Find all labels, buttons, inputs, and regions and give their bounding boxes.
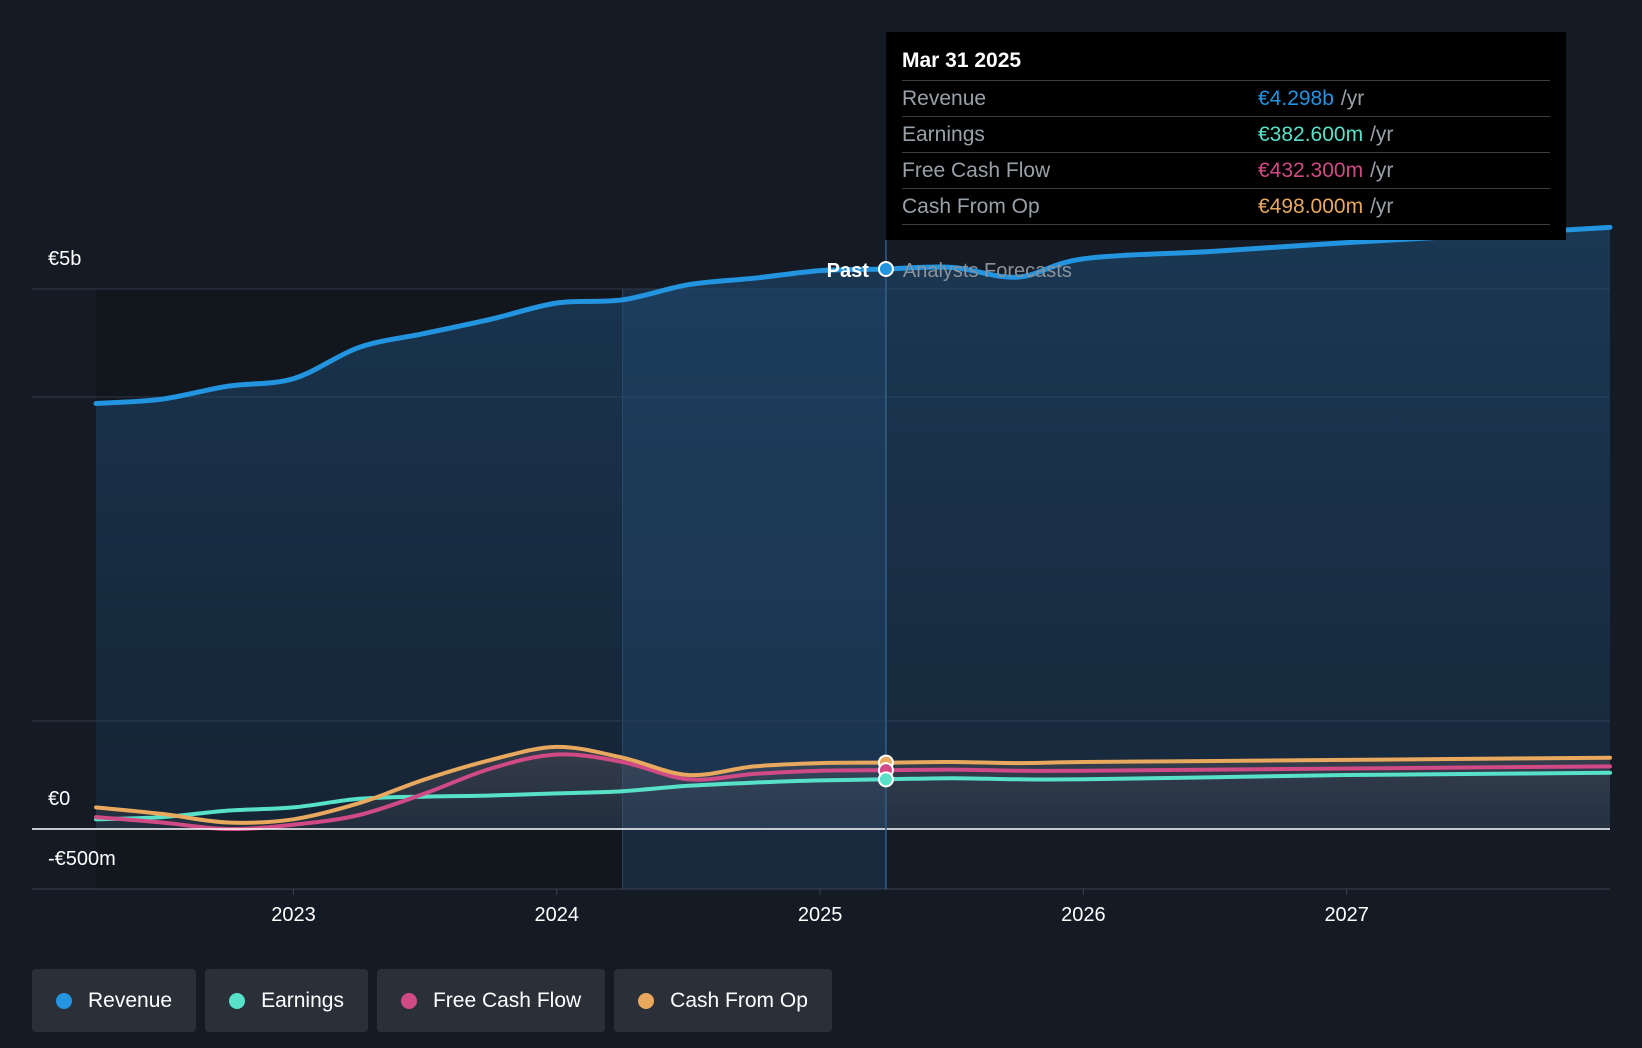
x-tick-label: 2025 (798, 904, 843, 926)
legend-label: Revenue (88, 988, 173, 1012)
legend-label: Free Cash Flow (432, 988, 582, 1012)
tooltip-row-free-cash-flow: Free Cash Flow €432.300m /yr (902, 152, 1550, 188)
revenue-line (93, 224, 1613, 406)
forecast-label: Analysts Forecasts (903, 260, 1072, 282)
legend-label: Earnings (261, 988, 344, 1012)
cash-from-op-line (94, 744, 1612, 825)
tooltip-label: Cash From Op (902, 194, 1040, 218)
x-tick-label: 2026 (1061, 904, 1106, 926)
x-tick-label: 2027 (1324, 904, 1369, 926)
x-tick-label: 2023 (271, 904, 316, 926)
tooltip-unit: /yr (1370, 122, 1394, 146)
cash-from-op-dot-icon (638, 992, 655, 1009)
legend-label: Cash From Op (670, 988, 808, 1012)
tooltip-unit: /yr (1340, 86, 1365, 110)
tooltip-label: Revenue (902, 86, 987, 110)
tooltip-value: €432.300m (1258, 158, 1364, 182)
earnings-dot-icon (229, 992, 246, 1009)
tooltip-label: Earnings (902, 122, 985, 146)
tooltip-value: €498.000m (1258, 194, 1364, 218)
tooltip-value: €382.600m (1258, 122, 1364, 146)
free-cash-flow-dot-icon (400, 992, 417, 1009)
legend-item-revenue[interactable]: Revenue (32, 969, 197, 1032)
tooltip-label: Free Cash Flow (902, 158, 1051, 182)
tooltip-row-revenue: Revenue €4.298b /yr (902, 80, 1550, 116)
revenue-marker (877, 261, 894, 278)
tooltip: Mar 31 2025 Revenue €4.298b /yr Earnings… (886, 32, 1566, 240)
tooltip-row-earnings: Earnings €382.600m /yr (902, 116, 1550, 152)
earnings-line (94, 770, 1612, 822)
tooltip-date: Mar 31 2025 (902, 49, 1022, 72)
legend-item-free-cash-flow[interactable]: Free Cash Flow (376, 969, 606, 1032)
revenue-area (96, 227, 1610, 829)
past-label: Past (827, 260, 870, 282)
y-axis-label: €5b (48, 248, 81, 270)
legend-item-earnings[interactable]: Earnings (205, 969, 368, 1032)
revenue-dot-icon (56, 992, 72, 1009)
x-tick-label: 2024 (535, 904, 580, 926)
free-cash-flow-line (94, 752, 1612, 832)
tooltip-unit: /yr (1370, 194, 1394, 218)
y-axis-label: €0 (48, 788, 70, 810)
tooltip-unit: /yr (1370, 158, 1394, 182)
legend: Revenue Earnings Free Cash Flow Cash Fro… (32, 969, 832, 1032)
earnings-marker (877, 771, 894, 788)
cash-from-op-area (96, 746, 1610, 829)
y-axis-label: -€500m (48, 848, 116, 870)
tooltip-value: €4.298b (1258, 86, 1334, 110)
legend-item-cash-from-op[interactable]: Cash From Op (614, 969, 832, 1032)
tooltip-row-cash-from-op: Cash From Op €498.000m /yr (902, 188, 1550, 225)
